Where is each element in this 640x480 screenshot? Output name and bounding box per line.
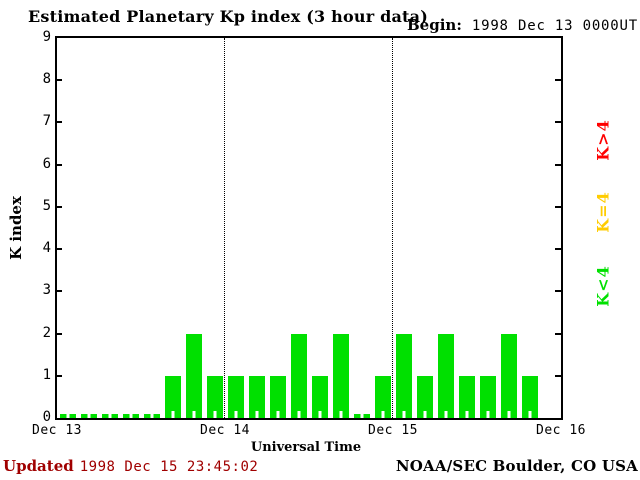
kp-bar	[416, 375, 433, 418]
y-tick-right	[555, 248, 561, 251]
y-tick-label: 7	[42, 113, 51, 130]
bar-tick-notch	[507, 411, 510, 418]
y-tick-label: 2	[42, 324, 51, 341]
kp-bar	[437, 333, 454, 418]
kp-bar	[479, 375, 496, 418]
kp-bar	[458, 375, 475, 418]
x-day-label: Dec 14	[200, 423, 250, 438]
kp-bar	[206, 375, 223, 418]
y-tick-label: 4	[42, 240, 51, 257]
day-boundary-line	[224, 38, 225, 418]
kp-bar	[269, 375, 286, 418]
bar-tick-notch	[528, 411, 531, 418]
y-tick-left	[57, 79, 62, 82]
y-tick-label: 5	[42, 197, 51, 214]
updated-label: Updated	[3, 457, 74, 475]
bar-tick-notch	[87, 414, 90, 418]
legend-label: K=4	[593, 191, 613, 233]
kp-bar	[101, 414, 118, 418]
bar-tick-notch	[486, 411, 489, 418]
kp-bar	[374, 375, 391, 418]
credit-text: NOAA/SEC Boulder, CO USA	[395, 457, 638, 475]
kp-bar	[185, 333, 202, 418]
y-tick-left	[57, 121, 62, 124]
bar-tick-notch	[444, 411, 447, 418]
bar-tick-notch	[381, 411, 384, 418]
begin-value: 1998 Dec 13 0000UT	[471, 18, 638, 34]
y-tick-label: 6	[42, 155, 51, 172]
y-tick-left	[57, 248, 62, 251]
kp-bar	[122, 414, 139, 418]
y-tick-left	[57, 332, 62, 335]
y-tick-label: 8	[42, 71, 51, 88]
plot-area	[55, 36, 563, 420]
kp-bar	[290, 333, 307, 418]
kp-bar	[500, 333, 517, 418]
bar-tick-notch	[129, 414, 132, 418]
bar-tick-notch	[234, 411, 237, 418]
kp-bar	[248, 375, 265, 418]
y-tick-right	[555, 290, 561, 293]
y-tick-right	[555, 163, 561, 166]
x-axis-title: Universal Time	[250, 440, 362, 455]
bar-tick-notch	[297, 411, 300, 418]
y-tick-right	[555, 374, 561, 377]
kp-bar	[59, 414, 76, 418]
y-tick-left	[57, 163, 62, 166]
updated-timestamp: Updated 1998 Dec 15 23:45:02	[3, 457, 258, 475]
y-tick-label: 9	[42, 29, 51, 45]
bar-tick-notch	[213, 411, 216, 418]
updated-value: 1998 Dec 15 23:45:02	[79, 459, 259, 475]
chart-title: Estimated Planetary Kp index (3 hour dat…	[28, 7, 428, 26]
bar-tick-notch	[150, 414, 153, 418]
bar-tick-notch	[339, 411, 342, 418]
y-tick-left	[57, 290, 62, 293]
legend-label: K<4	[593, 265, 613, 307]
legend-label: K>4	[593, 119, 613, 161]
bar-tick-notch	[276, 411, 279, 418]
day-boundary-line	[392, 38, 393, 418]
bar-tick-notch	[423, 411, 426, 418]
bar-tick-notch	[108, 414, 111, 418]
bar-tick-notch	[402, 411, 405, 418]
x-day-label: Dec 13	[32, 423, 82, 438]
kp-bar	[395, 333, 412, 418]
kp-bar	[521, 375, 538, 418]
y-tick-right	[555, 205, 561, 208]
y-tick-label: 1	[42, 366, 51, 383]
kp-bar	[164, 375, 181, 418]
y-tick-label: 0	[42, 409, 51, 425]
y-tick-left	[57, 205, 62, 208]
y-tick-right	[555, 121, 561, 124]
x-day-label: Dec 15	[368, 423, 418, 438]
bar-tick-notch	[360, 414, 363, 418]
bar-tick-notch	[255, 411, 258, 418]
kp-bar	[311, 375, 328, 418]
bar-tick-notch	[192, 411, 195, 418]
begin-label: Begin:	[407, 16, 462, 34]
bar-tick-notch	[465, 411, 468, 418]
begin-timestamp: Begin: 1998 Dec 13 0000UT	[407, 16, 638, 34]
bar-tick-notch	[66, 414, 69, 418]
kp-bar	[143, 414, 160, 418]
kp-bar	[227, 375, 244, 418]
y-tick-left	[57, 374, 62, 377]
y-tick-right	[555, 79, 561, 82]
y-tick-right	[555, 332, 561, 335]
x-day-label: Dec 16	[536, 423, 586, 438]
kp-bar	[332, 333, 349, 418]
bar-tick-notch	[318, 411, 321, 418]
kp-bar	[353, 414, 370, 418]
kp-bar	[80, 414, 97, 418]
y-tick-label: 3	[42, 282, 51, 299]
bar-tick-notch	[171, 411, 174, 418]
